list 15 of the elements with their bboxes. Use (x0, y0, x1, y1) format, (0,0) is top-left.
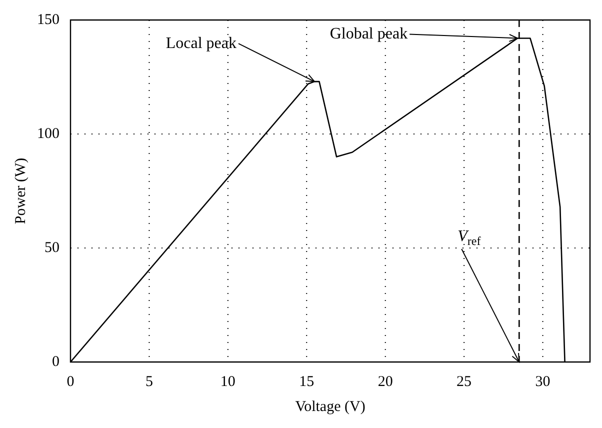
y-axis-title: Power (W) (12, 158, 29, 224)
annotation: Global peak (330, 25, 408, 42)
y-tick-label: 100 (37, 126, 60, 142)
x-axis-title: Voltage (V) (295, 398, 366, 415)
x-tick-label: 20 (378, 374, 393, 390)
y-tick-label: 50 (44, 240, 60, 256)
y-tick-label: 150 (37, 12, 60, 28)
x-tick-label: 25 (456, 374, 472, 390)
x-tick-label: 0 (66, 374, 74, 390)
x-tick-label: 10 (220, 374, 236, 390)
x-tick-label: 5 (145, 374, 153, 390)
y-tick-label: 0 (52, 354, 60, 370)
x-tick-label: 15 (299, 374, 314, 390)
x-tick-label: 30 (535, 374, 550, 390)
annotation: Local peak (166, 34, 237, 52)
